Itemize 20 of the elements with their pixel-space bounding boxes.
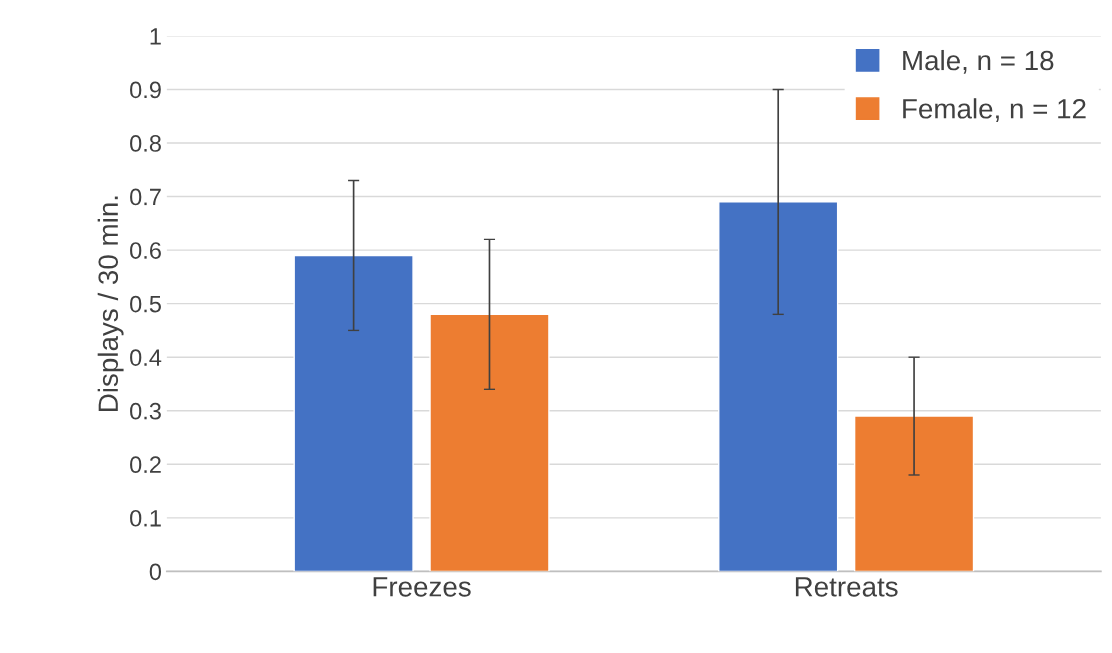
bar [293,254,414,572]
y-tick-label: 0.6 [130,242,161,259]
y-tick-label: 0.7 [130,188,161,206]
y-tick-label: 0.3 [130,402,161,420]
y-axis-title: Displays / 30 min. [97,196,124,411]
x-tick-label: Retreats [795,577,898,597]
y-tick-label: 0.4 [130,349,162,366]
y-tick-label: 1 [150,28,161,45]
y-tick-label: 0.8 [130,135,161,152]
bar [429,313,550,572]
legend-label: Female, n = 12 [903,98,1086,122]
y-tick-label: 0.9 [130,81,161,99]
legend-label: Male, n = 18 [903,49,1054,74]
bar [718,201,839,572]
bar [853,415,975,572]
x-tick-label: Freezes [373,577,471,597]
y-tick-label: 0.1 [130,509,161,527]
y-tick-label: 0.5 [130,295,161,313]
y-tick-label: 0 [149,563,162,581]
y-tick-label: 0.2 [130,456,161,474]
